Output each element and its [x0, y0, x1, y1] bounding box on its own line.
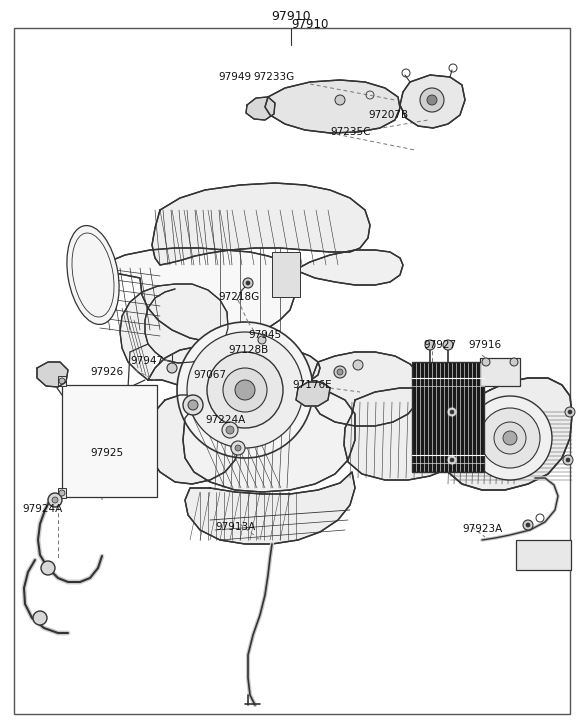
Polygon shape: [185, 472, 355, 544]
Text: 97235C: 97235C: [330, 127, 371, 137]
Circle shape: [568, 410, 572, 414]
Ellipse shape: [67, 225, 119, 324]
Polygon shape: [265, 80, 400, 133]
Bar: [480, 358, 520, 386]
Circle shape: [41, 561, 55, 575]
Text: 97218G: 97218G: [218, 292, 259, 302]
Text: 97207B: 97207B: [368, 110, 408, 120]
Polygon shape: [444, 378, 572, 490]
Circle shape: [503, 431, 517, 445]
Circle shape: [447, 455, 457, 465]
Text: 97926: 97926: [90, 367, 123, 377]
Polygon shape: [295, 250, 403, 285]
Circle shape: [353, 360, 363, 370]
Text: 97233G: 97233G: [253, 72, 294, 82]
Text: 97923A: 97923A: [462, 524, 502, 534]
Polygon shape: [100, 248, 295, 342]
Polygon shape: [37, 362, 68, 387]
Circle shape: [207, 352, 283, 428]
Circle shape: [223, 368, 267, 412]
Circle shape: [235, 380, 255, 400]
Circle shape: [425, 340, 435, 350]
Text: 97913A: 97913A: [215, 522, 255, 532]
Text: 97067: 97067: [193, 370, 226, 380]
Text: 97925: 97925: [90, 448, 123, 458]
Circle shape: [258, 336, 266, 344]
Text: 97949: 97949: [218, 72, 251, 82]
Circle shape: [226, 426, 234, 434]
Text: 97945: 97945: [248, 330, 281, 340]
Circle shape: [235, 445, 241, 451]
Polygon shape: [400, 75, 465, 128]
Circle shape: [420, 88, 444, 112]
Polygon shape: [152, 183, 370, 265]
Text: 97224A: 97224A: [205, 415, 245, 425]
Bar: [412, 362, 484, 472]
Bar: [62, 385, 157, 497]
Circle shape: [482, 358, 490, 366]
Circle shape: [33, 611, 47, 625]
Circle shape: [427, 95, 437, 105]
Circle shape: [450, 410, 454, 414]
Circle shape: [523, 520, 533, 530]
Text: 97924A: 97924A: [22, 504, 62, 514]
Circle shape: [222, 422, 238, 438]
Polygon shape: [148, 395, 240, 484]
Polygon shape: [344, 388, 473, 480]
Circle shape: [231, 441, 245, 455]
Circle shape: [468, 396, 552, 480]
Polygon shape: [246, 97, 275, 120]
Circle shape: [337, 369, 343, 375]
Polygon shape: [310, 352, 422, 426]
Circle shape: [335, 95, 345, 105]
Circle shape: [187, 332, 303, 448]
Bar: [58, 488, 66, 498]
Circle shape: [494, 422, 526, 454]
Circle shape: [480, 408, 540, 468]
Circle shape: [167, 363, 177, 373]
Text: 97916: 97916: [468, 340, 501, 350]
Polygon shape: [148, 344, 320, 394]
Circle shape: [526, 523, 530, 527]
Circle shape: [334, 366, 346, 378]
Circle shape: [243, 278, 253, 288]
Circle shape: [48, 493, 62, 507]
Polygon shape: [183, 385, 355, 492]
Text: 97927: 97927: [423, 340, 456, 350]
Circle shape: [52, 497, 58, 503]
Circle shape: [246, 281, 250, 285]
Circle shape: [566, 458, 570, 462]
Circle shape: [443, 340, 453, 350]
Circle shape: [59, 490, 65, 496]
Bar: [58, 376, 66, 386]
Circle shape: [59, 378, 65, 384]
Circle shape: [447, 407, 457, 417]
Text: 97910: 97910: [271, 10, 311, 23]
Polygon shape: [296, 382, 330, 406]
Bar: [272, 252, 300, 297]
Circle shape: [450, 458, 454, 462]
Text: 97947: 97947: [130, 356, 163, 366]
Circle shape: [183, 395, 203, 415]
Text: 97128B: 97128B: [228, 345, 268, 355]
Bar: [516, 540, 571, 570]
Polygon shape: [120, 284, 228, 380]
Text: 97176E: 97176E: [292, 380, 332, 390]
Text: 97910: 97910: [291, 18, 328, 31]
Circle shape: [563, 455, 573, 465]
Circle shape: [188, 400, 198, 410]
Circle shape: [510, 358, 518, 366]
Circle shape: [565, 407, 575, 417]
Circle shape: [177, 322, 313, 458]
